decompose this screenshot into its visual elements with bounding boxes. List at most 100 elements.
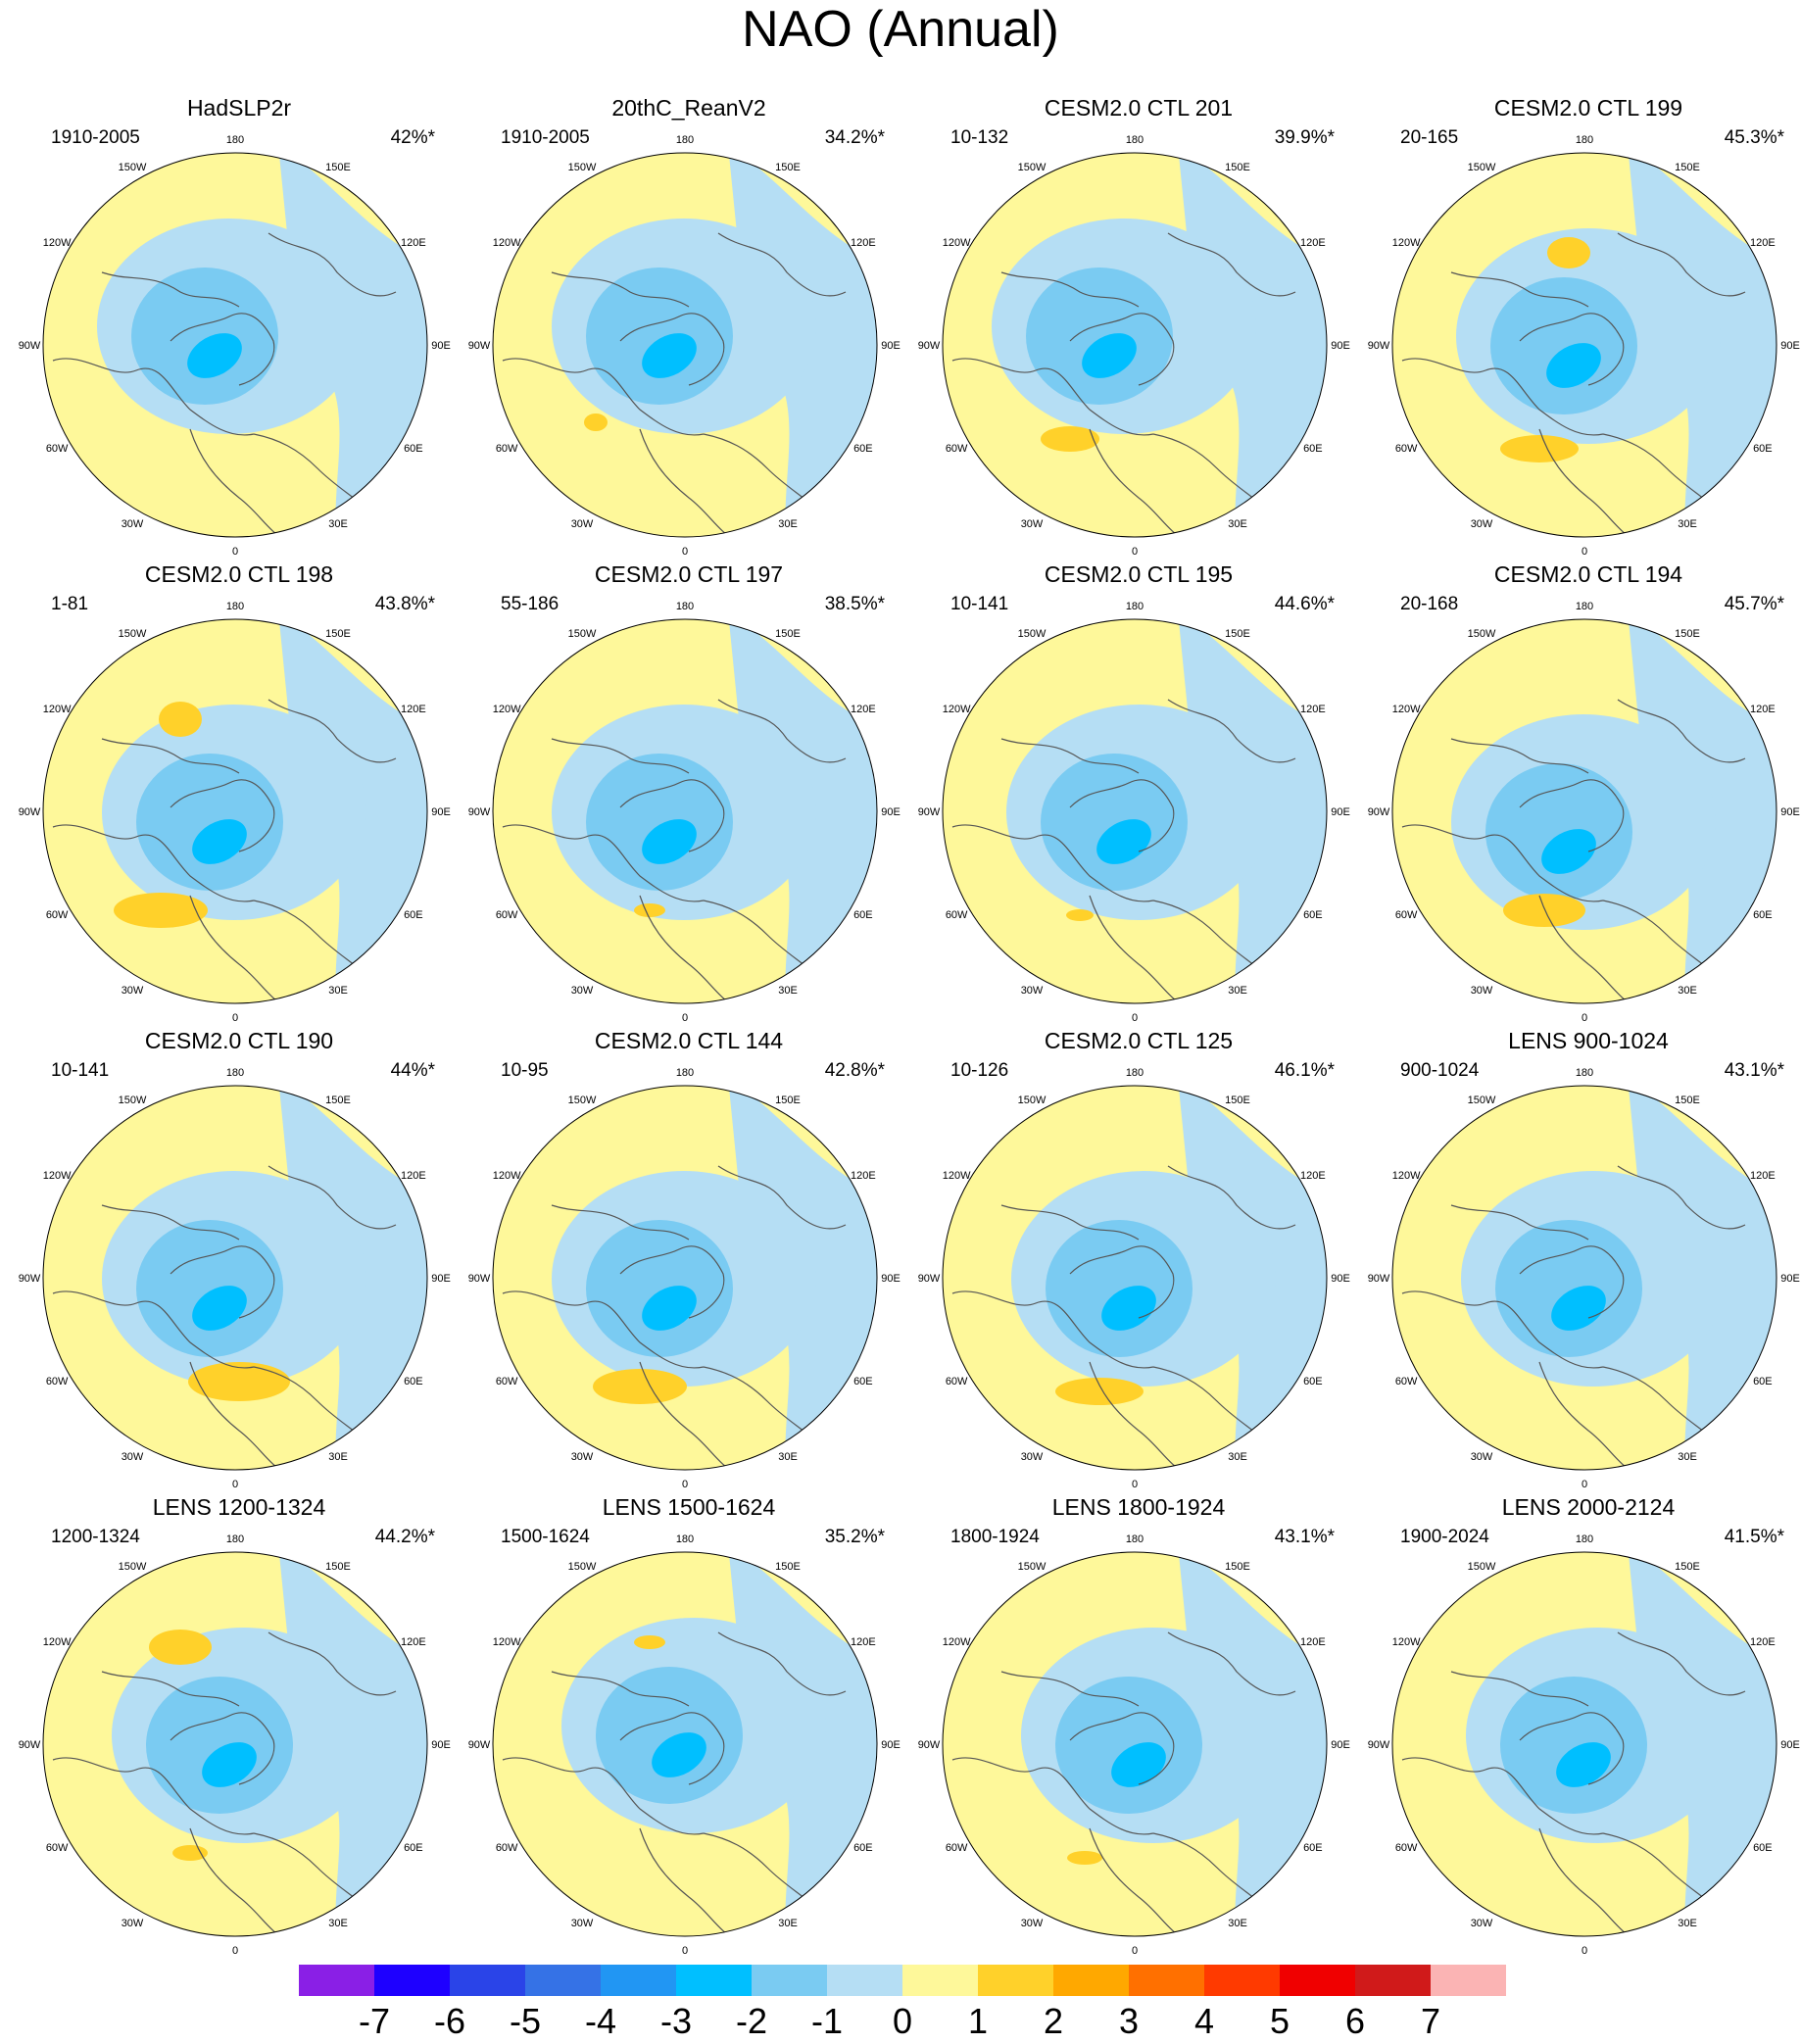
negative-core [136, 754, 283, 891]
coastline [1069, 779, 1175, 852]
polar-map: 180 150E 120E 90E 60E 30E 0 30W 60W 90W 120W 150W [918, 134, 1350, 558]
longitude-label: 60E [404, 909, 423, 921]
longitude-label: 90E [431, 1273, 451, 1285]
coastline [52, 1290, 255, 1369]
map-panel: CESM2.0 CTL 190 10-141 44%* 180 150E 120E 90E 6… [19, 1027, 451, 1490]
longitude-label: 150E [775, 1561, 801, 1573]
longitude-label: 60E [853, 1376, 873, 1387]
longitude-label: 60W [946, 1376, 968, 1387]
longitude-label: 120W [493, 1636, 521, 1648]
coastline [639, 1361, 739, 1470]
positive-anomaly [172, 1845, 208, 1861]
negative-center [1096, 819, 1151, 864]
colorbar-swatch [978, 1965, 1053, 1996]
longitude-label: 60E [1303, 1376, 1323, 1387]
longitude-label: 60E [1753, 443, 1773, 455]
longitude-label: 90E [1780, 806, 1800, 818]
variance-percent: 46.1%* [1274, 1060, 1335, 1081]
colorbar-swatch [752, 1965, 827, 1996]
period-label: 1200-1324 [51, 1527, 140, 1547]
longitude-label: 150W [568, 1561, 597, 1573]
longitude-label: 120W [43, 1170, 72, 1182]
longitude-label: 180 [676, 1533, 694, 1545]
coastline [717, 699, 847, 763]
longitude-label: 90E [881, 340, 900, 352]
coastline [1401, 1290, 1604, 1369]
longitude-label: 180 [1126, 1067, 1144, 1079]
longitude-label: 150W [1018, 162, 1047, 173]
longitude-label: 30W [1021, 1451, 1044, 1463]
negative-center [1546, 343, 1601, 388]
longitude-label: 30E [1678, 1918, 1697, 1929]
longitude-label: 150E [1675, 1095, 1700, 1106]
map-boundary [492, 1085, 878, 1471]
period-label: 10-126 [950, 1060, 1009, 1081]
period-label: 1-81 [51, 594, 89, 614]
panel-title: CESM2.0 CTL 198 [144, 561, 334, 587]
coastline [1000, 738, 1140, 774]
negative-core [136, 1220, 283, 1357]
longitude-label: 120E [401, 237, 426, 249]
negative-center [642, 819, 697, 864]
longitude-label: 120W [43, 704, 72, 715]
longitude-label: 150W [1468, 628, 1496, 640]
longitude-label: 90E [881, 1739, 900, 1751]
coastline [1450, 271, 1589, 308]
period-label: 1900-2024 [1400, 1527, 1489, 1547]
colorbar: -7 -6 -5 -4 -3 -2 -1 0 1 2 3 4 5 6 7 [299, 1965, 1506, 2038]
longitude-label: 120E [1300, 704, 1326, 715]
polar-map: 180 150E 120E 90E 60E 30E 0 30W 60W 90W 120W 150W [19, 134, 451, 558]
variance-percent: 38.5%* [824, 594, 885, 614]
period-label: 10-132 [950, 127, 1009, 148]
coastline [189, 895, 289, 1003]
colorbar-swatch [525, 1965, 601, 1996]
polar-map: 180 150E 120E 90E 60E 30E 0 30W 60W 90W 120W 150W [918, 601, 1350, 1024]
positive-anomaly [1041, 426, 1099, 452]
coastline [1069, 313, 1175, 386]
longitude-label: 30E [1228, 518, 1247, 530]
coastline [1401, 1757, 1604, 1835]
coastline [1519, 1712, 1625, 1785]
coastline [1167, 232, 1296, 297]
negative-center [642, 1286, 697, 1331]
longitude-label: 90E [1780, 1739, 1800, 1751]
longitude-label: 150W [119, 628, 147, 640]
longitude-label: 90E [881, 1273, 900, 1285]
coastline [268, 232, 397, 297]
coastline [639, 428, 739, 537]
longitude-label: 90W [19, 806, 41, 818]
coastline [101, 738, 240, 774]
coastline [717, 1165, 847, 1230]
coastline [1089, 1827, 1189, 1936]
positive-anomaly [1547, 237, 1590, 268]
longitude-label: 60W [1395, 909, 1418, 921]
longitude-label: 90E [1331, 340, 1350, 352]
longitude-label: 150E [325, 162, 351, 173]
colorbar-swatch [1355, 1965, 1431, 1996]
longitude-label: 120W [493, 237, 521, 249]
longitude-label: 120W [943, 704, 971, 715]
longitude-label: 150E [1675, 1561, 1700, 1573]
longitude-label: 150W [1468, 162, 1496, 173]
coastline [1538, 428, 1638, 537]
period-label: 20-168 [1400, 594, 1459, 614]
longitude-label: 180 [1576, 1067, 1593, 1079]
coastline [1000, 1204, 1140, 1241]
coastline [1538, 895, 1638, 1003]
colorbar-tick-label: 7 [1421, 2001, 1440, 2038]
longitude-label: 150E [1225, 1561, 1250, 1573]
longitude-label: 90W [19, 1739, 41, 1751]
longitude-label: 150E [325, 628, 351, 640]
coastline [619, 779, 725, 852]
polar-map: 180 150E 120E 90E 60E 30E 0 30W 60W 90W 120W 150W [468, 601, 900, 1024]
negative-core [1026, 268, 1173, 405]
positive-anomaly [1066, 909, 1094, 921]
longitude-label: 30E [778, 518, 798, 530]
polar-map: 180 150E 120E 90E 60E 30E 0 30W 60W 90W 120W 150W [19, 601, 451, 1024]
longitude-label: 30E [1678, 518, 1697, 530]
longitude-label: 30E [328, 518, 348, 530]
colorbar-tick-label: 5 [1270, 2001, 1290, 2038]
map-boundary [942, 618, 1328, 1004]
longitude-label: 60E [404, 1842, 423, 1854]
longitude-label: 0 [682, 1945, 688, 1957]
